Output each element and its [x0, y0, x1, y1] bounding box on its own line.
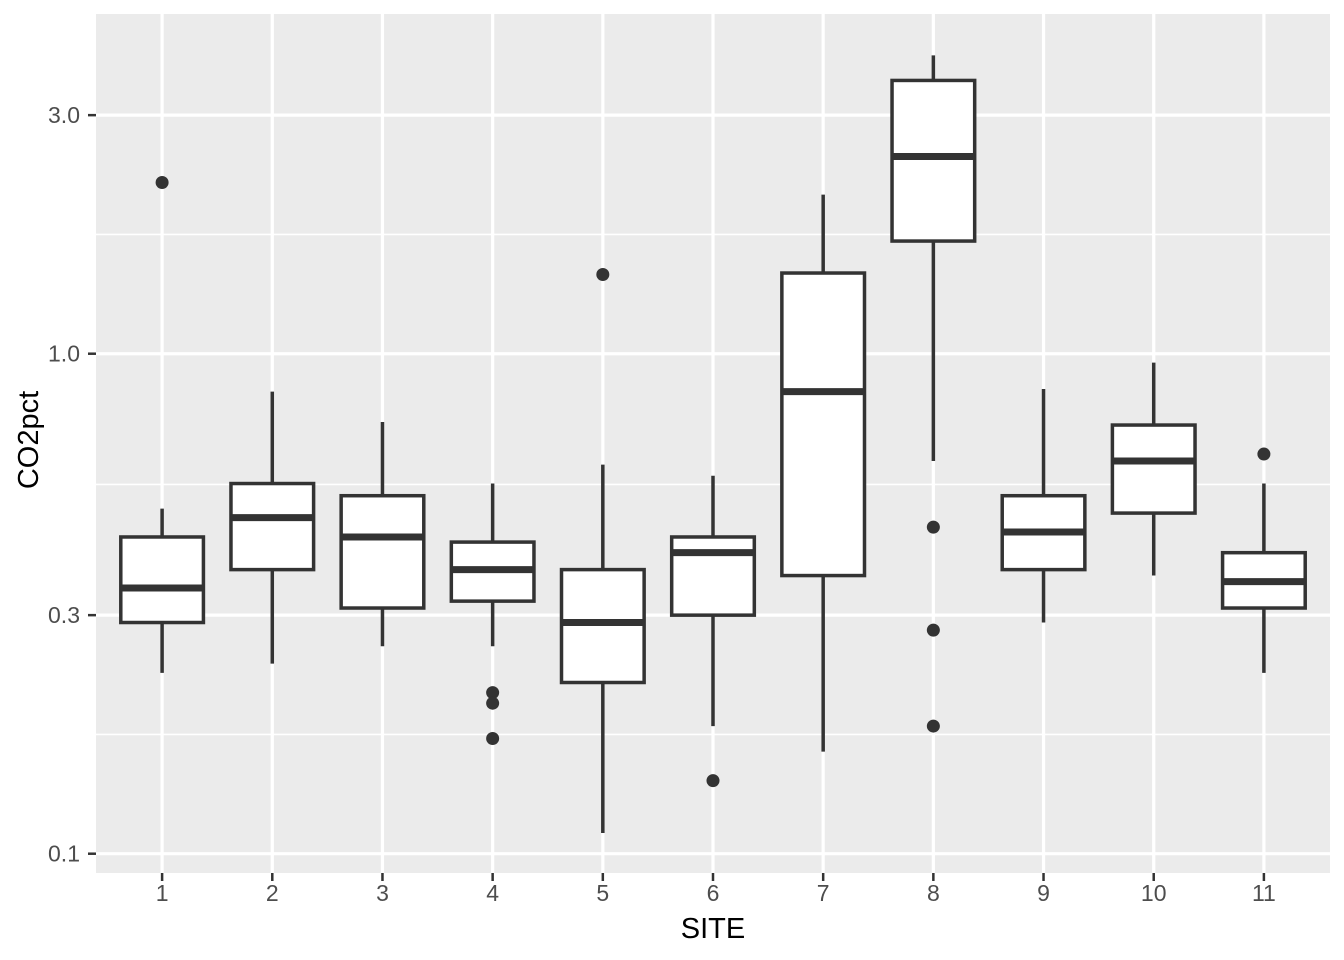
outlier-point-site-1 [155, 176, 169, 190]
x-tick-label: 10 [1141, 880, 1167, 906]
x-tick-label: 1 [156, 880, 169, 906]
outlier-point-site-8 [926, 719, 940, 733]
x-tick-label: 5 [596, 880, 609, 906]
y-tick-label: 1.0 [48, 341, 80, 367]
x-tick-label: 11 [1252, 880, 1276, 906]
x-tick-label: 6 [707, 880, 720, 906]
axis-layer: 0.1 0.3 1.0 3.0 1 2 3 4 5 6 7 8 9 10 11 [48, 102, 1276, 906]
outlier-point-site-8 [926, 520, 940, 534]
y-tick-label: 0.1 [48, 841, 80, 867]
box-site-10 [1110, 423, 1197, 515]
y-tick-label: 0.3 [48, 602, 80, 628]
x-tick-label: 7 [817, 880, 830, 906]
x-tick-label: 9 [1037, 880, 1050, 906]
outlier-point-site-5 [596, 268, 610, 282]
box-site-8 [890, 78, 977, 243]
outlier-point-site-4 [486, 731, 500, 745]
outlier-point-site-6 [706, 774, 720, 788]
x-tick-label: 4 [486, 880, 499, 906]
outlier-point-site-4 [486, 686, 500, 700]
x-tick-label: 2 [266, 880, 279, 906]
y-tick-label: 3.0 [48, 102, 80, 128]
outlier-point-site-4 [486, 696, 500, 710]
box-site-7 [780, 271, 867, 578]
box-site-1 [119, 535, 206, 625]
box-site-2 [229, 481, 316, 572]
outlier-point-site-11 [1257, 447, 1271, 461]
box-site-5 [559, 567, 646, 685]
box-site-3 [339, 493, 426, 610]
y-axis-title: CO2pct [13, 391, 45, 489]
x-tick-label: 8 [927, 880, 940, 906]
box-site-6 [669, 535, 757, 617]
outlier-point-site-8 [926, 623, 940, 637]
plot-panel-layer [96, 14, 1330, 873]
x-tick-label: 3 [376, 880, 389, 906]
x-axis-title: SITE [681, 913, 745, 945]
